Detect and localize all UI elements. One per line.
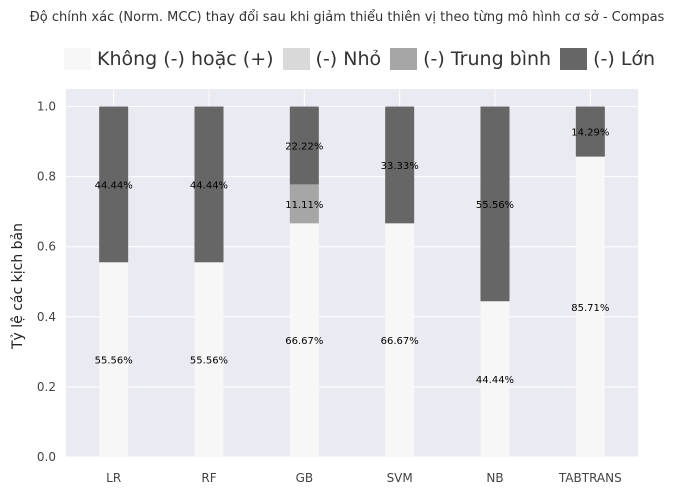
bar-segment (480, 106, 510, 302)
chart-title: Độ chính xác (Norm. MCC) thay đổi sau kh… (29, 10, 665, 25)
y-tick-label: 0.2 (37, 380, 56, 394)
bar-value-label: 14.29% (571, 128, 609, 139)
legend-swatch-small (282, 48, 310, 70)
y-tick-label: 0.8 (37, 170, 56, 184)
bar-value-label: 44.44% (476, 375, 514, 386)
bars (99, 106, 605, 457)
legend-item-none: Không (-) hoặc (+) (64, 48, 274, 70)
bar-segment (289, 184, 319, 224)
y-axis-ticks: 0.0 0.2 0.4 0.6 0.8 1.0 (37, 100, 56, 464)
legend-swatch-large (560, 48, 588, 70)
y-axis-label: Tỷ lệ các kịch bản (10, 223, 26, 350)
legend-label-medium: (-) Trung bình (423, 48, 552, 70)
bar-value-label: 33.33% (381, 161, 419, 172)
bar-segment (575, 106, 605, 157)
x-tick-label: SVM (387, 471, 413, 485)
legend-item-medium: (-) Trung bình (390, 48, 551, 70)
bar-segment (480, 301, 510, 457)
plot-background (66, 89, 638, 457)
bar-labels: 55.56% 44.44% 55.56% 44.44% 66.67% 11.11% 22.2… (95, 128, 610, 387)
bar-segment (194, 262, 224, 457)
x-tick-label: NB (486, 471, 503, 485)
bar-value-label: 55.56% (95, 356, 133, 367)
bar-segment (99, 262, 129, 457)
bar-value-label: 85.71% (571, 303, 609, 314)
legend-label-none: Không (-) hoặc (+) (97, 48, 274, 70)
bar-value-label: 22.22% (285, 141, 323, 152)
legend-label-small: (-) Nhỏ (315, 48, 382, 70)
bar-segment (289, 106, 319, 185)
bar-value-label: 66.67% (381, 336, 419, 347)
x-tick-label: LR (106, 471, 121, 485)
x-tick-label: TABTRANS (558, 471, 622, 485)
bar-segment (194, 106, 224, 263)
bar-segment (385, 106, 415, 224)
bar-value-label: 55.56% (190, 356, 228, 367)
y-tick-label: 0.0 (37, 450, 56, 464)
legend-item-small: (-) Nhỏ (282, 48, 382, 70)
bar-segment (575, 156, 605, 457)
x-tick-label: RF (201, 471, 216, 485)
y-tick-label: 0.6 (37, 240, 56, 254)
bar-segment (99, 106, 129, 263)
bar-value-label: 66.67% (285, 336, 323, 347)
x-tick-label: GB (296, 471, 314, 485)
bar-segment (385, 223, 415, 457)
legend-swatch-none (64, 48, 91, 70)
legend-swatch-medium (390, 48, 418, 70)
y-tick-label: 0.4 (37, 310, 56, 324)
bar-value-label: 11.11% (285, 200, 323, 211)
bar-value-label: 44.44% (95, 180, 133, 191)
bar-value-label: 44.44% (190, 180, 228, 191)
chart-legend: Không (-) hoặc (+) (-) Nhỏ (-) Trung bìn… (64, 48, 664, 70)
y-tick-label: 1.0 (37, 100, 56, 114)
bar-segment (289, 223, 319, 457)
bar-value-label: 55.56% (476, 200, 514, 211)
x-axis-ticks: LR RF GB SVM NB TABTRANS (106, 471, 622, 485)
legend-label-large: (-) Lớn (593, 48, 656, 70)
legend-item-large: (-) Lớn (560, 48, 655, 70)
